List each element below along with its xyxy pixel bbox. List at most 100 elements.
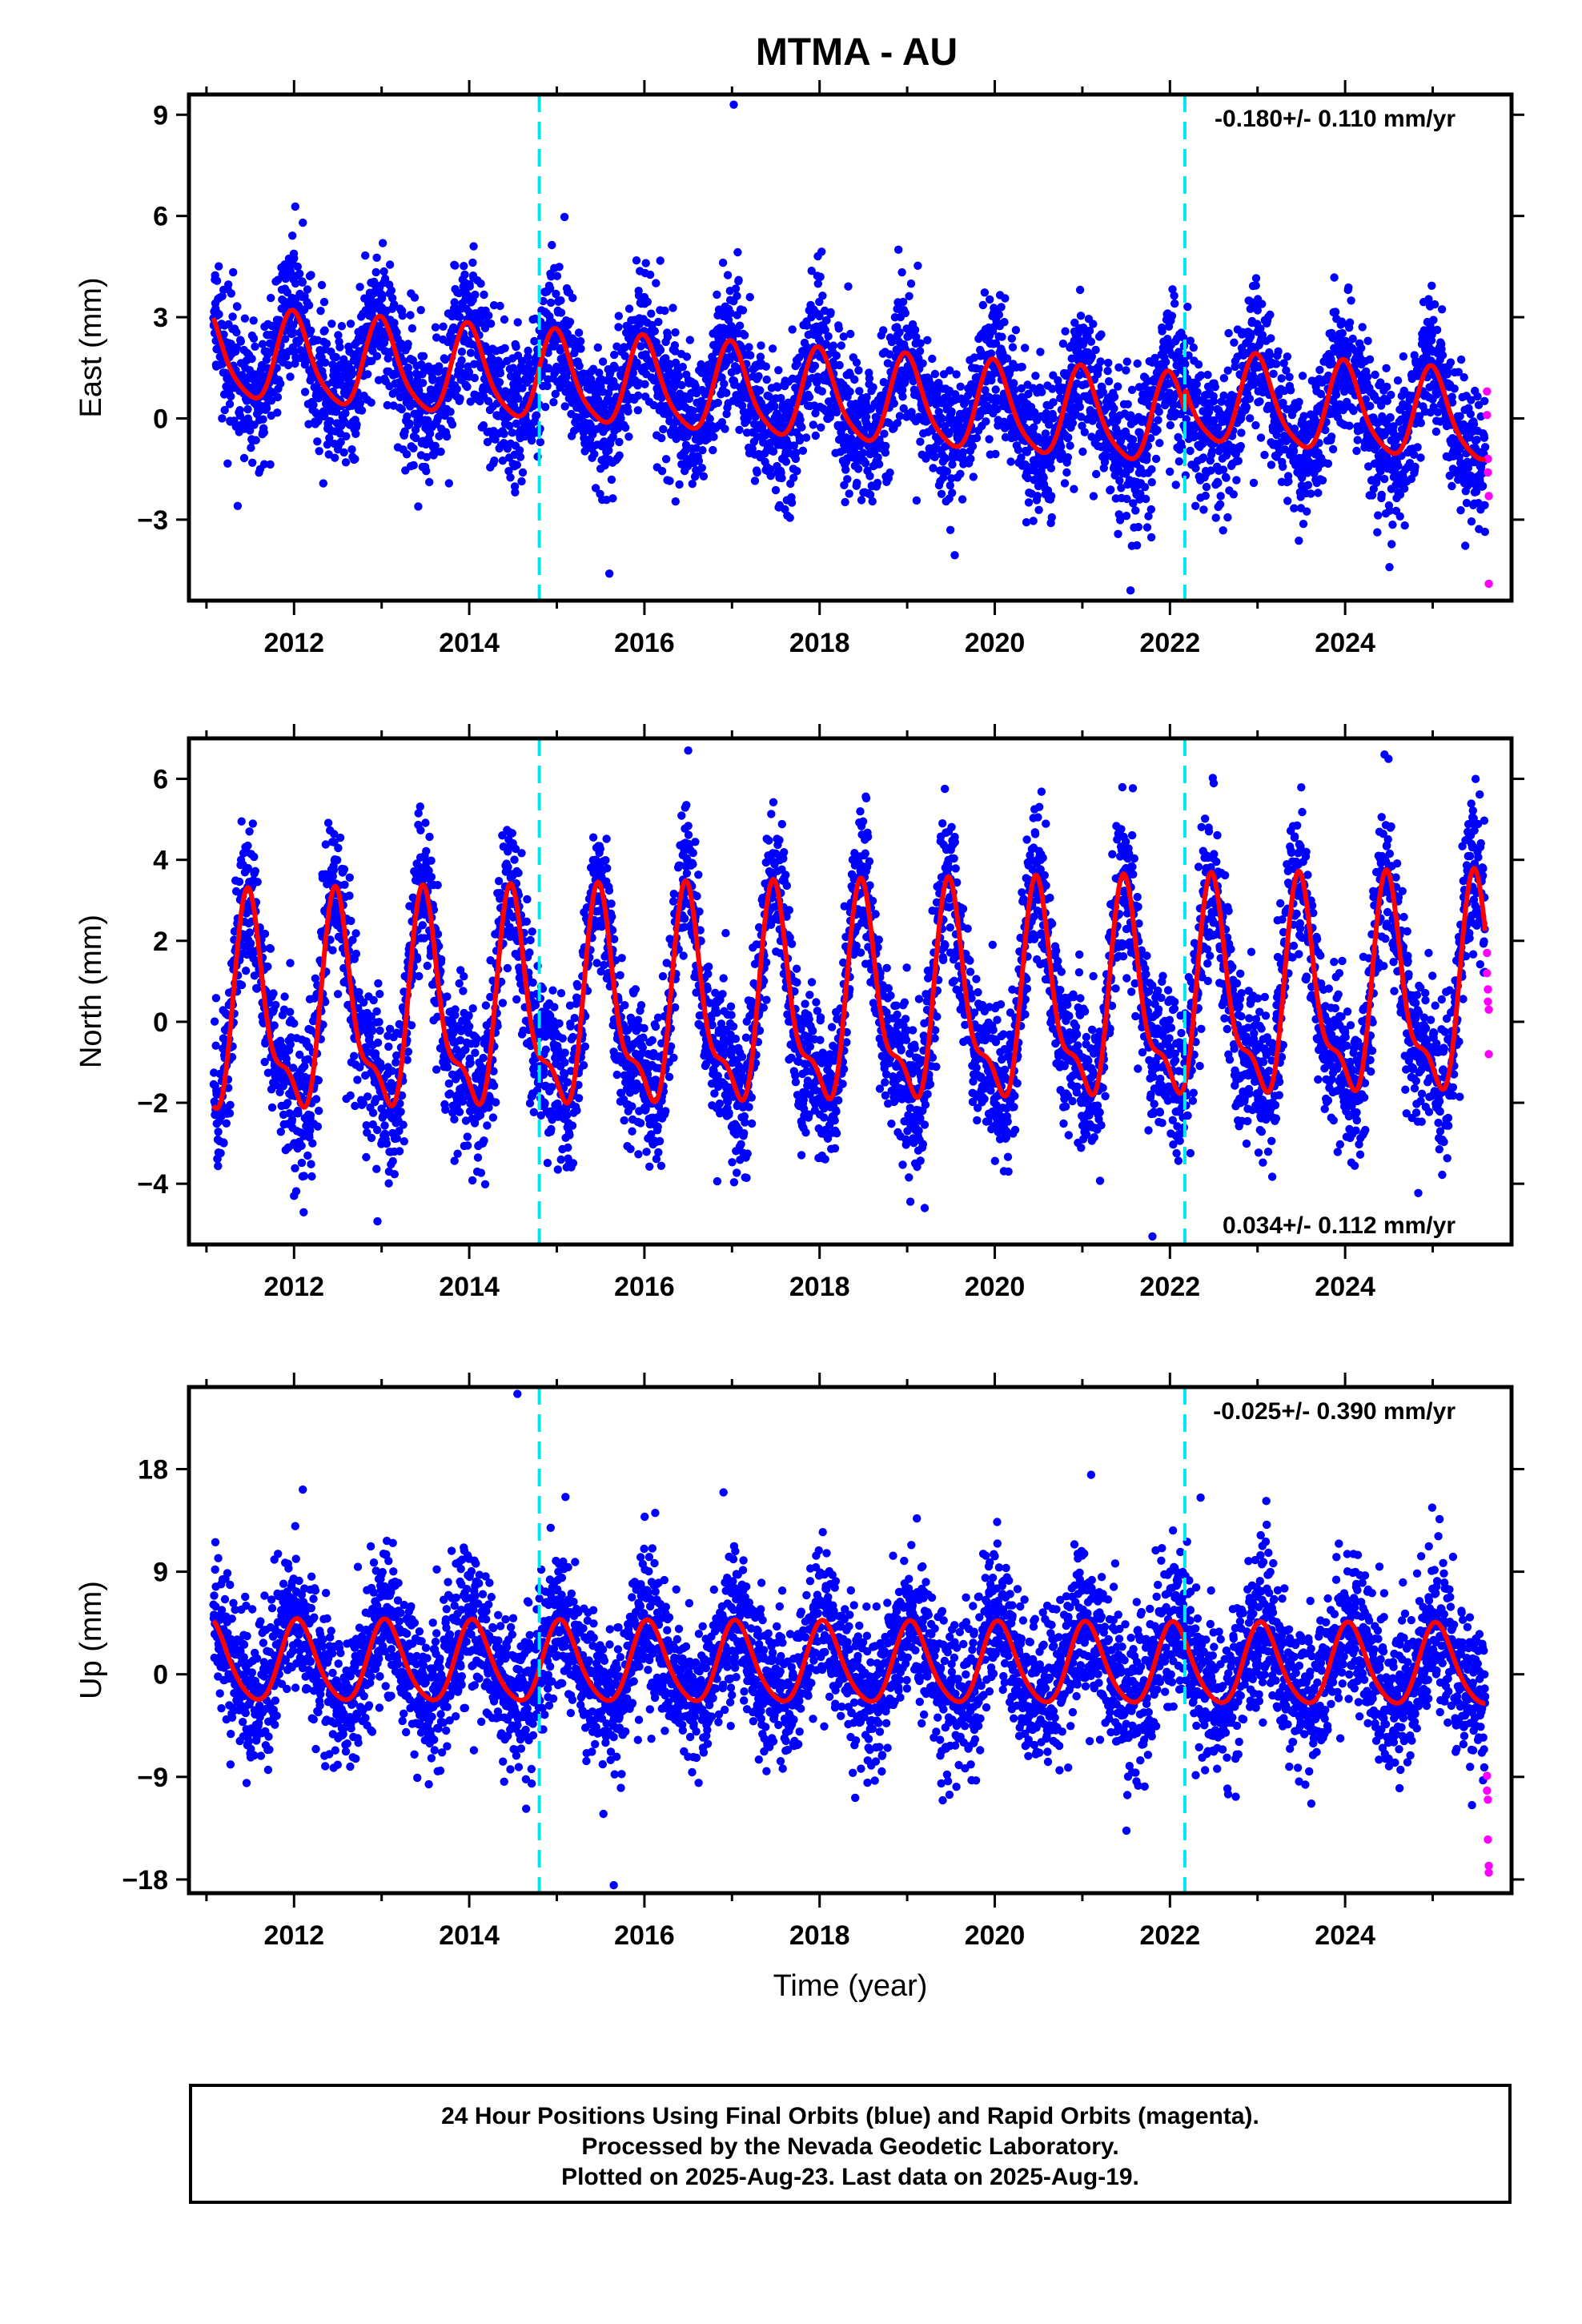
east-point bbox=[756, 352, 765, 361]
east-point bbox=[1386, 413, 1395, 422]
east-point bbox=[215, 262, 223, 271]
east-point bbox=[1224, 328, 1233, 338]
east-point bbox=[435, 432, 444, 440]
east-point bbox=[331, 352, 340, 362]
east-point bbox=[444, 479, 453, 488]
east-point bbox=[357, 406, 367, 415]
east-point bbox=[738, 306, 748, 315]
east-point bbox=[858, 448, 868, 457]
east-point bbox=[500, 315, 509, 324]
east-point bbox=[791, 454, 801, 464]
east-point bbox=[1096, 357, 1105, 366]
east-point bbox=[1242, 403, 1251, 412]
east-point bbox=[670, 341, 680, 350]
east-point bbox=[986, 349, 996, 358]
east-point bbox=[506, 473, 515, 482]
east-point bbox=[832, 408, 841, 416]
east-point bbox=[671, 328, 680, 337]
east-point bbox=[547, 272, 556, 281]
east-point bbox=[657, 433, 666, 443]
east-point bbox=[1480, 396, 1489, 405]
east-point bbox=[1183, 302, 1192, 312]
east-point bbox=[897, 267, 906, 277]
east-point bbox=[432, 333, 441, 342]
east-point bbox=[355, 399, 365, 408]
east-point bbox=[496, 368, 505, 378]
east-point bbox=[1363, 372, 1372, 381]
east-point bbox=[1352, 446, 1361, 456]
east-point bbox=[1480, 527, 1490, 537]
east-point bbox=[798, 446, 808, 455]
east-point bbox=[239, 453, 249, 463]
east-point bbox=[661, 455, 671, 464]
east-point bbox=[1387, 390, 1395, 400]
east-point bbox=[1345, 318, 1355, 327]
east-point bbox=[289, 328, 298, 337]
east-point bbox=[633, 406, 642, 415]
east-point bbox=[367, 356, 376, 365]
east-point bbox=[416, 306, 425, 315]
east-point bbox=[818, 292, 827, 300]
east-point bbox=[1232, 476, 1241, 485]
east-ytick-label: 9 bbox=[153, 100, 168, 131]
east-point bbox=[930, 369, 940, 379]
east-point bbox=[1033, 492, 1042, 501]
east-point bbox=[916, 437, 925, 446]
east-point bbox=[994, 310, 1004, 320]
east-point bbox=[556, 344, 565, 353]
east-point bbox=[212, 276, 222, 285]
east-point bbox=[1236, 441, 1246, 451]
east-xtick-label: 2022 bbox=[1140, 628, 1201, 658]
east-point bbox=[1011, 326, 1021, 335]
east-point bbox=[978, 300, 988, 310]
east-point bbox=[233, 501, 243, 510]
east-point bbox=[1030, 423, 1038, 432]
east-point bbox=[650, 327, 659, 336]
east-point bbox=[913, 261, 922, 270]
east-point bbox=[319, 297, 329, 307]
east-point bbox=[958, 495, 967, 504]
east-point bbox=[753, 468, 761, 477]
east-point bbox=[602, 496, 611, 505]
east-point bbox=[408, 324, 417, 333]
east-point bbox=[361, 251, 370, 260]
east-point bbox=[1385, 563, 1394, 572]
east-point bbox=[552, 271, 562, 280]
east-point bbox=[986, 295, 994, 304]
east-point bbox=[1133, 359, 1142, 368]
east-point bbox=[1021, 344, 1030, 352]
east-point bbox=[632, 256, 641, 265]
east-point bbox=[275, 316, 284, 324]
east-point bbox=[717, 418, 727, 427]
east-point bbox=[937, 489, 946, 498]
east-point bbox=[309, 400, 318, 409]
east-point bbox=[709, 432, 718, 441]
east-point bbox=[795, 436, 805, 445]
east-point bbox=[682, 352, 692, 361]
east-point bbox=[661, 306, 669, 316]
east-point bbox=[1062, 468, 1071, 477]
east-point bbox=[565, 317, 575, 327]
east-point bbox=[304, 301, 314, 310]
east-point bbox=[457, 356, 466, 365]
east-point bbox=[1307, 489, 1315, 498]
east-point bbox=[852, 358, 861, 367]
east-point bbox=[334, 331, 343, 340]
east-point bbox=[801, 433, 811, 442]
east-point bbox=[991, 449, 1000, 459]
east-point bbox=[455, 288, 464, 298]
east-point bbox=[574, 328, 584, 337]
east-point bbox=[524, 352, 532, 361]
east-point bbox=[1091, 345, 1100, 355]
east-point bbox=[404, 364, 413, 372]
east-point bbox=[1394, 461, 1403, 470]
east-point bbox=[1285, 372, 1294, 381]
east-point bbox=[861, 459, 870, 468]
east-point bbox=[1283, 497, 1292, 505]
east-point bbox=[1382, 364, 1391, 372]
east-point bbox=[766, 472, 775, 480]
east-point bbox=[874, 460, 884, 468]
east-point bbox=[785, 513, 794, 522]
east-point bbox=[640, 380, 649, 388]
east-point bbox=[1387, 540, 1396, 549]
